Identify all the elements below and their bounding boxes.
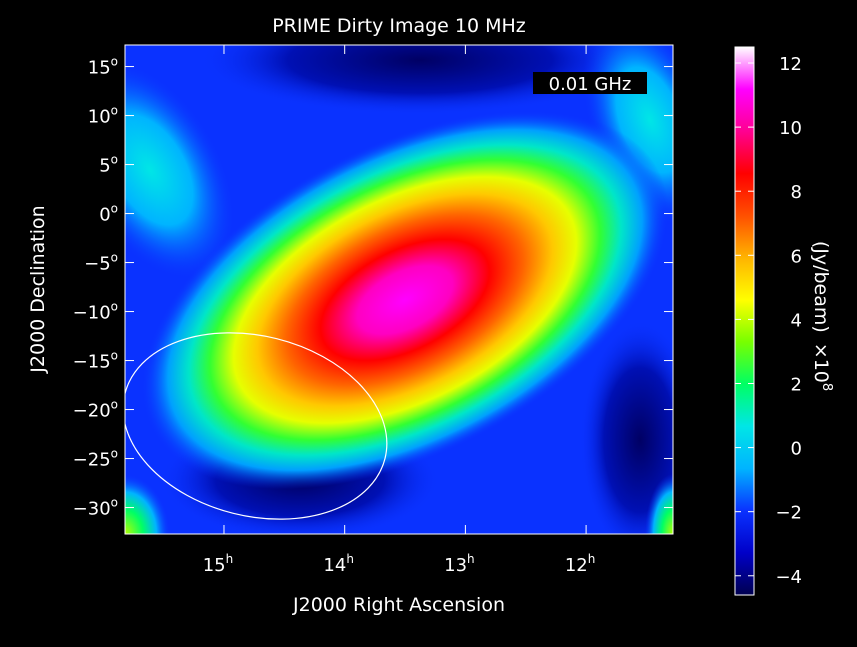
y-tick-label-7: −20o xyxy=(73,398,118,422)
colorbar-label: (Jy/beam)×108 xyxy=(810,241,834,391)
x-tick-label-2: 13h xyxy=(444,552,475,576)
main-emission-lobe xyxy=(141,110,669,490)
y-tick-label-0: 15o xyxy=(88,55,118,79)
cyan-region-left xyxy=(125,60,236,280)
colorbar-tick-label-8: −4 xyxy=(775,567,802,588)
y-tick-label-2: 5o xyxy=(99,153,118,177)
y-tick-label-5: −10o xyxy=(73,300,118,324)
x-tick-label-1: 14h xyxy=(323,552,354,576)
x-tick-label-0: 15h xyxy=(203,552,234,576)
x-axis-ticks: 15h 14h 13h 12h xyxy=(203,45,596,576)
dark-region-right xyxy=(580,320,673,534)
frequency-annotation-box xyxy=(533,72,647,94)
x-axis-label: J2000 Right Ascension xyxy=(292,594,505,616)
colorbar-tick-label-2: 8 xyxy=(791,182,802,203)
y-tick-label-1: 10o xyxy=(88,104,118,128)
colorbar xyxy=(734,46,755,596)
colorbar-tick-label-0: 12 xyxy=(779,54,802,75)
colorbar-tick-label-6: 0 xyxy=(791,439,802,460)
y-axis-label: J2000 Declination xyxy=(27,205,49,373)
colorbar-tick-label-1: 10 xyxy=(779,118,802,139)
heatmap-image xyxy=(125,45,673,534)
colorbar-ticks: 12 10 8 6 4 2 0 −2 −4 xyxy=(735,54,802,588)
colorbar-tick-label-5: 2 xyxy=(791,374,802,395)
x-tick-label-3: 12h xyxy=(565,552,596,576)
colorbar-tick-label-3: 6 xyxy=(791,246,802,267)
y-tick-label-8: −25o xyxy=(73,447,118,471)
y-tick-label-4: −5o xyxy=(84,251,118,275)
y-tick-label-3: 0o xyxy=(99,202,118,226)
corner-region-bottom-right xyxy=(645,474,673,534)
y-tick-label-6: −15o xyxy=(73,349,118,373)
chart-title: PRIME Dirty Image 10 MHz xyxy=(272,15,526,37)
frequency-annotation: 0.01 GHz xyxy=(549,74,632,95)
beam-ellipse xyxy=(125,332,388,520)
corner-region-bottom-left xyxy=(125,474,170,534)
dark-region-top xyxy=(200,45,640,115)
y-axis-ticks: 15o 10o 5o 0o −5o −10o −15o −20o −25o −30o xyxy=(73,55,673,520)
y-tick-label-9: −30o xyxy=(73,496,118,520)
colorbar-tick-label-7: −2 xyxy=(775,503,802,524)
plot-frame xyxy=(124,44,674,535)
colorbar-tick-label-4: 4 xyxy=(791,310,802,331)
